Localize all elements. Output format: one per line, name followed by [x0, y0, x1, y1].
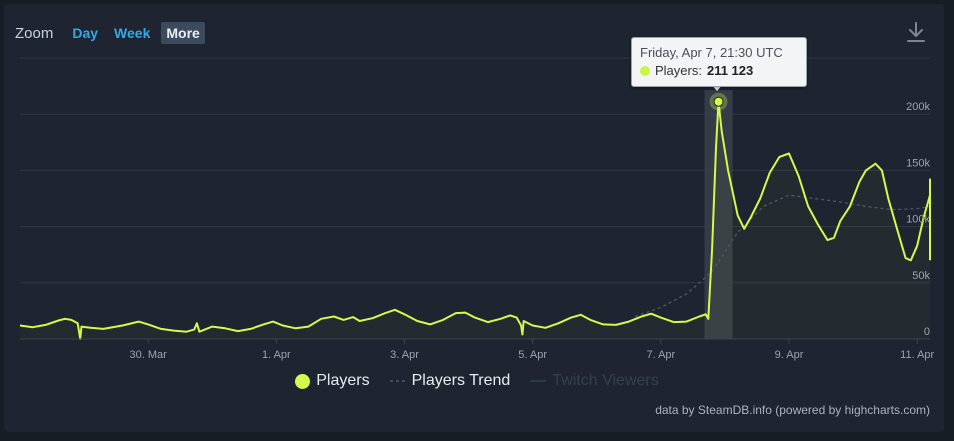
legend-item-players-trend[interactable]: Players Trend: [389, 372, 511, 390]
hover-point[interactable]: [713, 96, 724, 107]
chart-credit: data by SteamDB.info (powered by highcha…: [655, 403, 930, 417]
legend-label-players: Players: [316, 372, 370, 389]
zoom-more-button[interactable]: More: [161, 22, 205, 44]
tooltip-arrow: [711, 84, 723, 91]
y-axis: 0 50k 100k 150k 200k: [906, 101, 930, 338]
zoom-day-button[interactable]: Day: [72, 25, 99, 41]
zoom-label: Zoom: [15, 24, 54, 42]
players-legend-dot-icon: [295, 373, 311, 389]
y-tick-label: 100k: [906, 214, 930, 226]
tooltip: Friday, Apr 7, 21:30 UTC Players: 211 12…: [631, 37, 807, 87]
legend-label-twitch-viewers: Twitch Viewers: [552, 372, 659, 389]
trend-legend-dash-icon: [389, 380, 406, 382]
y-tick-label: 50k: [912, 270, 930, 282]
zoom-week-button[interactable]: Week: [114, 25, 151, 41]
legend: Players Players Trend Twitch Viewers: [0, 372, 954, 390]
x-tick-label: 30. Mar: [130, 349, 168, 361]
y-tick-label: 0: [924, 326, 930, 338]
players-trend-line: [634, 194, 931, 318]
download-icon[interactable]: [902, 18, 930, 46]
y-tick-label: 200k: [906, 101, 930, 113]
x-tick-label: 1. Apr: [262, 349, 291, 361]
tooltip-row: Players: 211 123: [640, 63, 753, 78]
zoom-toolbar: Zoom Day Week More: [15, 22, 211, 44]
legend-item-players[interactable]: Players: [295, 372, 370, 390]
players-area-fill: [20, 102, 930, 339]
legend-label-players-trend: Players Trend: [411, 372, 511, 389]
x-tick-label: 3. Apr: [390, 349, 419, 361]
y-tick-label: 150k: [906, 157, 930, 169]
tooltip-series-label: Players:: [655, 63, 702, 78]
x-tick-label: 11. Apr: [900, 349, 934, 361]
x-tick-label: 7. Apr: [646, 349, 675, 361]
tooltip-series-dot: [640, 65, 650, 76]
x-axis: 30. Mar 1. Apr 3. Apr 5. Apr 7. Apr 9. Apr 11.…: [20, 338, 935, 361]
legend-item-twitch-viewers[interactable]: Twitch Viewers: [530, 372, 659, 390]
plot-area: [19, 92, 931, 340]
x-tick-label: 9. Apr: [775, 349, 804, 361]
twitch-legend-line-icon: [530, 380, 547, 382]
tooltip-value: 211 123: [706, 63, 754, 78]
x-tick-label: 5. Apr: [518, 349, 547, 361]
players-line: [19, 100, 931, 340]
tooltip-date: Friday, Apr 7, 21:30 UTC: [640, 45, 783, 60]
